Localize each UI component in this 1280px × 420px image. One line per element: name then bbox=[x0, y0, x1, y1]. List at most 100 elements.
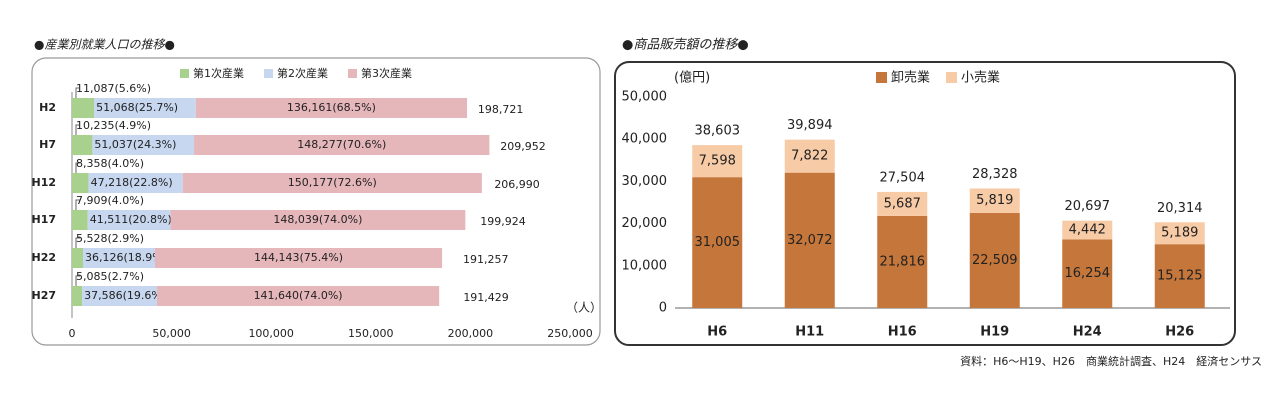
bar-segment bbox=[182, 173, 482, 193]
value-label: 144,143(75.4%) bbox=[254, 251, 343, 264]
y-tick-label: 30,000 bbox=[622, 174, 668, 189]
total-label: 38,603 bbox=[695, 124, 741, 139]
legend-swatch bbox=[180, 69, 189, 78]
value-label: 15,125 bbox=[1157, 269, 1203, 284]
label-leader bbox=[75, 199, 80, 210]
x-tick-label: H26 bbox=[1165, 325, 1194, 340]
bar-segment bbox=[88, 173, 183, 193]
bar-segment bbox=[195, 98, 468, 118]
value-label: 5,687 bbox=[884, 196, 921, 211]
bar-segment bbox=[72, 135, 93, 155]
label-leader bbox=[75, 237, 80, 248]
y-tick-label: H22 bbox=[31, 251, 56, 264]
y-tick-label: H12 bbox=[31, 176, 56, 189]
bar-segment bbox=[969, 213, 1020, 308]
value-label: 148,039(74.0%) bbox=[273, 213, 362, 226]
x-tick-label: 200,000 bbox=[448, 327, 494, 340]
total-label: 27,504 bbox=[880, 170, 926, 185]
y-tick-label: 50,000 bbox=[622, 90, 668, 105]
x-tick-label: H11 bbox=[795, 325, 824, 340]
legend-swatch bbox=[876, 72, 887, 83]
bar-segment bbox=[72, 98, 95, 118]
legend-label: 第1次産業 bbox=[193, 66, 244, 80]
bar-segment bbox=[72, 248, 84, 268]
unit-label: (億円) bbox=[674, 70, 710, 86]
bar-segment bbox=[692, 177, 743, 308]
total-label: 198,721 bbox=[478, 103, 524, 116]
value-label: 47,218(22.8%) bbox=[91, 176, 173, 189]
bar-segment bbox=[1154, 244, 1205, 308]
bar-segment bbox=[784, 139, 835, 173]
bar-segment bbox=[87, 210, 171, 230]
value-label: 36,126(18.9%) bbox=[85, 251, 167, 264]
value-label: 11,087(5.6%) bbox=[76, 82, 151, 95]
bar-segment bbox=[1154, 222, 1205, 245]
x-tick-label: 250,000 bbox=[547, 327, 593, 340]
x-tick-label: 50,000 bbox=[152, 327, 191, 340]
legend-label: 第2次産業 bbox=[277, 66, 328, 80]
total-label: 199,924 bbox=[480, 215, 526, 228]
value-label: 37,586(19.6%) bbox=[84, 289, 166, 302]
chart-title: ●商品販売額の推移● bbox=[622, 38, 749, 53]
total-label: 191,257 bbox=[463, 253, 509, 266]
value-label: 32,072 bbox=[787, 233, 833, 248]
value-label: 22,509 bbox=[972, 253, 1018, 268]
x-tick-label: 100,000 bbox=[248, 327, 294, 340]
legend-label: 第3次産業 bbox=[361, 66, 412, 80]
y-tick-label: 20,000 bbox=[622, 216, 668, 231]
value-label: 21,816 bbox=[880, 254, 926, 269]
total-label: 28,328 bbox=[972, 167, 1018, 182]
value-label: 10,235(4.9%) bbox=[76, 119, 151, 132]
bar-segment bbox=[72, 173, 89, 193]
legend-label: 卸売業 bbox=[891, 70, 930, 86]
chart-title: ●産業別就業人口の推移● bbox=[34, 38, 175, 52]
total-label: 39,894 bbox=[787, 118, 833, 133]
value-label: 31,005 bbox=[695, 235, 741, 250]
y-tick-label: 10,000 bbox=[622, 258, 668, 273]
bar-segment bbox=[1062, 220, 1113, 240]
y-tick-label: 0 bbox=[659, 301, 667, 316]
bar-segment bbox=[157, 286, 440, 306]
x-tick-label: H16 bbox=[888, 325, 917, 340]
total-label: 20,697 bbox=[1065, 199, 1111, 214]
value-label: 5,528(2.9%) bbox=[76, 232, 144, 245]
bar-segment bbox=[82, 286, 158, 306]
bar-segment bbox=[92, 135, 195, 155]
value-label: 7,822 bbox=[791, 149, 828, 164]
bar-segment bbox=[877, 215, 928, 308]
x-tick-label: 150,000 bbox=[348, 327, 394, 340]
label-leader bbox=[75, 162, 80, 173]
bar-segment bbox=[692, 145, 743, 178]
value-label: 16,254 bbox=[1065, 266, 1111, 281]
y-tick-label: H2 bbox=[39, 101, 56, 114]
total-label: 206,990 bbox=[494, 178, 540, 191]
value-label: 5,085(2.7%) bbox=[76, 270, 144, 283]
value-label: 7,598 bbox=[699, 154, 736, 169]
value-label: 141,640(74.0%) bbox=[254, 289, 343, 302]
value-label: 136,161(68.5%) bbox=[287, 101, 376, 114]
value-label: 5,189 bbox=[1161, 226, 1198, 241]
bar-segment bbox=[194, 135, 490, 155]
x-tick-label: H24 bbox=[1073, 325, 1102, 340]
x-tick-label: H19 bbox=[980, 325, 1009, 340]
bar-segment bbox=[1062, 239, 1113, 308]
value-label: 150,177(72.6%) bbox=[288, 176, 377, 189]
bar-segment bbox=[969, 188, 1020, 214]
total-label: 20,314 bbox=[1157, 201, 1203, 216]
value-label: 51,068(25.7%) bbox=[96, 101, 178, 114]
value-label: 4,442 bbox=[1069, 223, 1106, 238]
legend-swatch bbox=[264, 69, 273, 78]
y-tick-label: H27 bbox=[31, 289, 56, 302]
bar-segment bbox=[83, 248, 155, 268]
bar-segment bbox=[170, 210, 466, 230]
label-leader bbox=[75, 124, 80, 135]
value-label: 5,819 bbox=[976, 193, 1013, 208]
y-tick-label: 40,000 bbox=[622, 132, 668, 147]
bar-segment bbox=[154, 248, 443, 268]
legend-swatch bbox=[348, 69, 357, 78]
bar-segment bbox=[72, 210, 88, 230]
label-leader bbox=[75, 275, 80, 286]
bar-segment bbox=[94, 98, 196, 118]
legend-label: 小売業 bbox=[961, 70, 1000, 86]
